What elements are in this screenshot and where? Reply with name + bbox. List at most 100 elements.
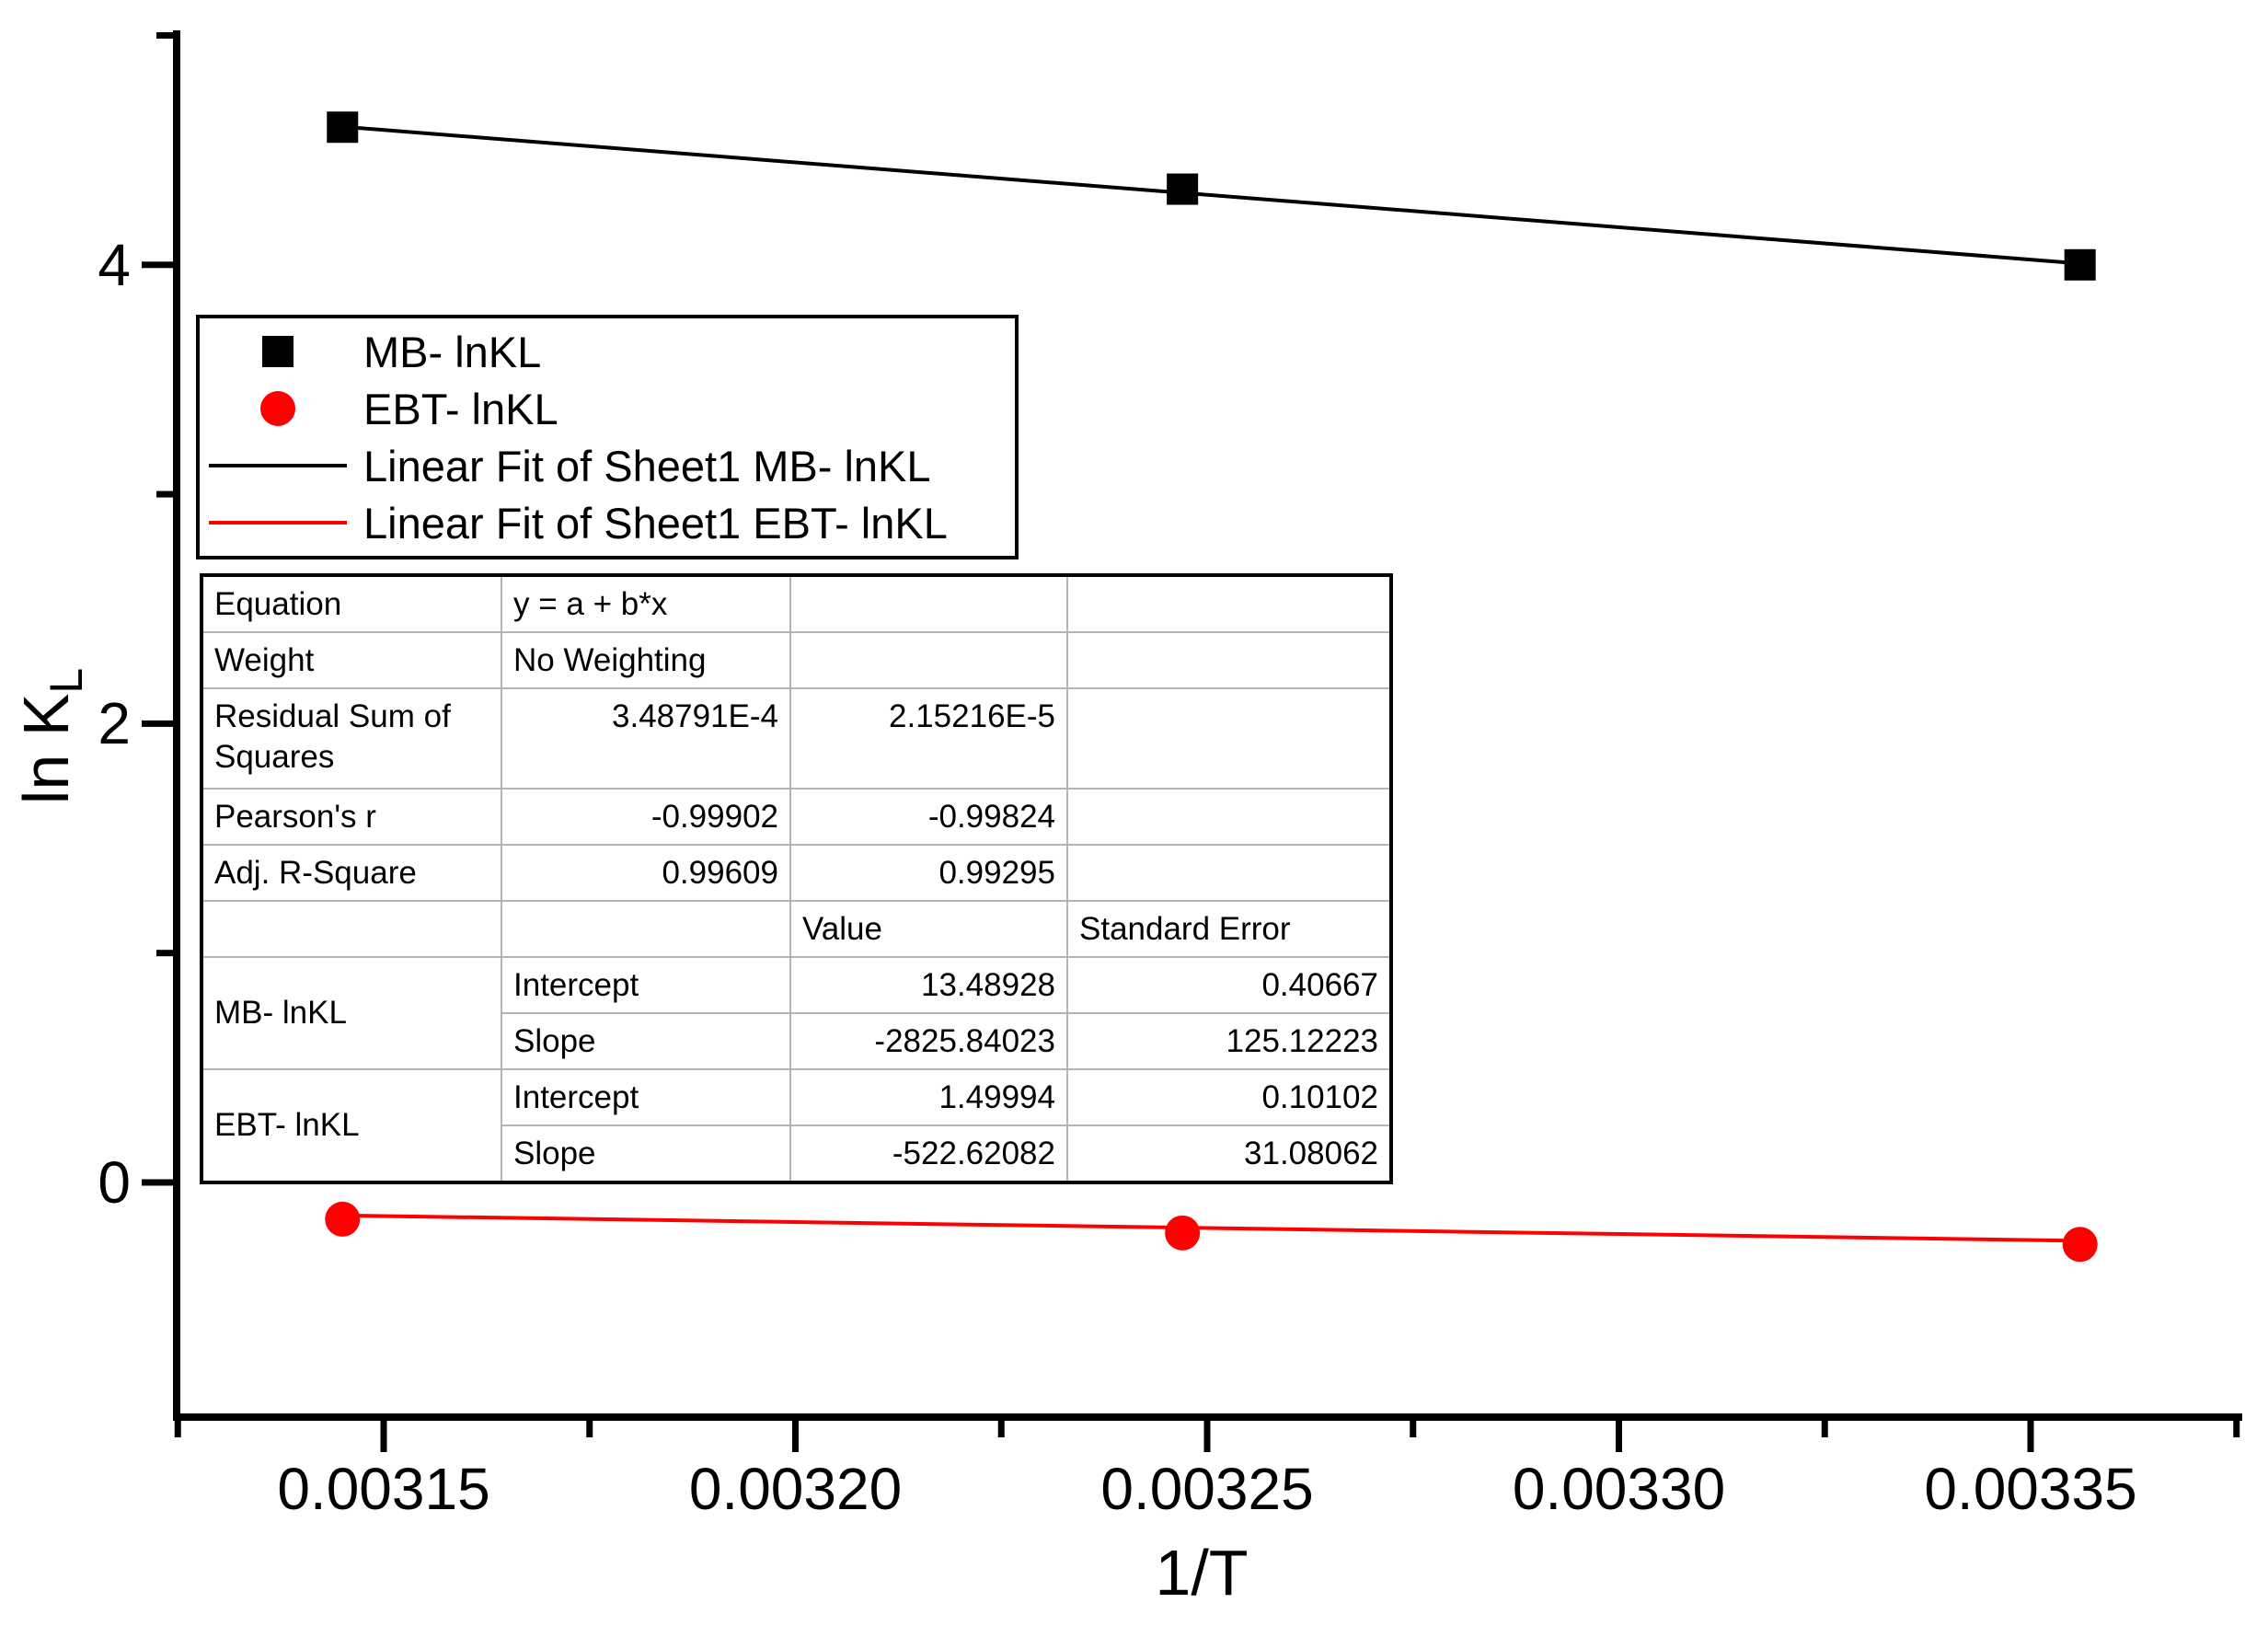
table-row-equation: Equation y = a + b*x [201, 574, 1392, 633]
table-row-mb-intercept: MB- lnKL Intercept 13.48928 0.40667 [201, 956, 1392, 1070]
x-minor-tick [997, 1421, 1005, 1437]
x-minor-tick [586, 1421, 593, 1437]
legend-marker-line-icon [209, 521, 347, 525]
cell-adj-r-ebt: 0.99295 [789, 844, 1068, 902]
cell-rss-label: Residual Sum of Squares [201, 687, 502, 790]
y-minor-tick [156, 490, 173, 498]
y-tick-label: 2 [98, 690, 131, 757]
legend-row: EBT- lnKL [200, 380, 1015, 437]
ebt-data-point-circle [325, 1201, 361, 1237]
cell-intercept-label: Intercept [501, 1068, 791, 1126]
cell-value-header: Value [789, 900, 1068, 958]
table-row-weight: Weight No Weighting [201, 631, 1392, 689]
cell-ebt-slope-value: -522.62082 [789, 1124, 1068, 1183]
legend-marker-zone [200, 336, 356, 367]
legend-row: MB- lnKL [200, 323, 1015, 380]
cell-empty [1066, 687, 1392, 790]
cell-ebt-series-label: EBT- lnKL [201, 1068, 502, 1183]
legend-marker-zone [200, 521, 356, 525]
table-row-pearsons-r: Pearson's r -0.99902 -0.99824 [201, 788, 1392, 846]
cell-rss-mb: 3.48791E-4 [501, 687, 791, 790]
x-tick-label: 0.00320 [688, 1456, 903, 1522]
cell-pearson-label: Pearson's r [201, 788, 502, 846]
y-tick-label: 0 [98, 1149, 131, 1216]
table-row-residual-sum-of-squares: Residual Sum of Squares 3.48791E-4 2.152… [201, 687, 1392, 790]
cell-empty [201, 900, 502, 958]
cell-intercept-label: Intercept [501, 956, 791, 1014]
y-major-tick [142, 1179, 173, 1186]
x-major-tick [1203, 1421, 1211, 1452]
cell-adj-r-mb: 0.99609 [501, 844, 791, 902]
x-major-tick [380, 1421, 387, 1452]
legend-row: Linear Fit of Sheet1 EBT- lnKL [200, 494, 1015, 551]
fit-results-table: Equation y = a + b*x Weight No Weighting… [200, 573, 1393, 1184]
mb-fit-line [342, 124, 2080, 266]
table-row-column-headers: Value Standard Error [201, 900, 1392, 958]
cell-weight-value: No Weighting [501, 631, 791, 689]
cell-ebt-slope-stderr: 31.08062 [1066, 1124, 1392, 1183]
x-major-tick [792, 1421, 799, 1452]
cell-slope-label: Slope [501, 1012, 791, 1070]
legend-marker-line-icon [209, 464, 347, 467]
y-axis-spine [173, 30, 180, 1421]
cell-mb-intercept-stderr: 0.40667 [1066, 956, 1392, 1014]
ebt-data-point-circle [1165, 1215, 1201, 1251]
mb-data-point-square [327, 111, 359, 144]
x-axis-spine [173, 1413, 2242, 1421]
cell-pearson-ebt: -0.99824 [789, 788, 1068, 846]
cell-slope-label: Slope [501, 1124, 791, 1183]
x-major-tick [1616, 1421, 1622, 1452]
table-row-adj-r-square: Adj. R-Square 0.99609 0.99295 [201, 844, 1392, 902]
cell-equation-label: Equation [201, 574, 502, 633]
cell-mb-slope-stderr: 125.12223 [1066, 1012, 1392, 1070]
legend-item-label: Linear Fit of Sheet1 MB- lnKL [363, 441, 931, 490]
cell-weight-label: Weight [201, 631, 502, 689]
cell-empty [789, 574, 1068, 633]
legend-item-label: MB- lnKL [363, 327, 542, 376]
x-major-tick [2027, 1421, 2034, 1452]
x-minor-tick [1821, 1421, 1828, 1437]
y-major-tick [142, 261, 173, 269]
x-minor-tick [174, 1421, 181, 1437]
cell-empty [1066, 844, 1392, 902]
cell-adj-r-label: Adj. R-Square [201, 844, 502, 902]
cell-ebt-intercept-stderr: 0.10102 [1066, 1068, 1392, 1126]
ebt-fit-line [342, 1213, 2080, 1243]
x-axis-title: 1/T [1155, 1537, 1249, 1609]
legend-marker-square-icon [262, 336, 294, 367]
y-major-tick [142, 720, 173, 727]
legend-item-label: EBT- lnKL [363, 384, 558, 433]
x-minor-tick [2233, 1421, 2240, 1437]
y-tick-label: 4 [98, 231, 131, 298]
cell-mb-series-label: MB- lnKL [201, 956, 502, 1070]
table-row-mb-slope: Slope -2825.84023 125.12223 [201, 1012, 1392, 1070]
mb-data-point-square [1167, 173, 1199, 205]
cell-equation-value: y = a + b*x [501, 574, 791, 633]
x-tick-label: 0.00335 [1924, 1456, 2137, 1522]
table-row-ebt-slope: Slope -522.62082 31.08062 [201, 1124, 1392, 1183]
y-axis-title-subscript: L [40, 667, 92, 694]
ebt-data-point-circle [2062, 1227, 2098, 1263]
mb-data-point-square [2064, 248, 2096, 281]
cell-rss-ebt: 2.15216E-5 [789, 687, 1068, 790]
legend-box: MB- lnKL EBT- lnKL Linear Fit of Sheet1 MB… [196, 315, 1019, 559]
x-tick-label: 0.00325 [1100, 1456, 1314, 1522]
y-minor-tick [156, 32, 173, 39]
legend-marker-zone [200, 464, 356, 467]
cell-pearson-mb: -0.99902 [501, 788, 791, 846]
cell-empty [1066, 788, 1392, 846]
legend-marker-circle-icon [260, 391, 295, 426]
cell-empty [501, 900, 791, 958]
table-row-ebt-intercept: EBT- lnKL Intercept 1.49994 0.10102 [201, 1068, 1392, 1183]
cell-stderr-header: Standard Error [1066, 900, 1392, 958]
x-tick-label: 0.00315 [277, 1456, 490, 1522]
legend-row: Linear Fit of Sheet1 MB- lnKL [200, 437, 1015, 494]
cell-mb-intercept-value: 13.48928 [789, 956, 1068, 1014]
x-minor-tick [1410, 1421, 1417, 1437]
legend-item-label: Linear Fit of Sheet1 EBT- lnKL [363, 498, 948, 548]
cell-mb-slope-value: -2825.84023 [789, 1012, 1068, 1070]
y-minor-tick [156, 950, 173, 957]
cell-empty [1066, 574, 1392, 633]
